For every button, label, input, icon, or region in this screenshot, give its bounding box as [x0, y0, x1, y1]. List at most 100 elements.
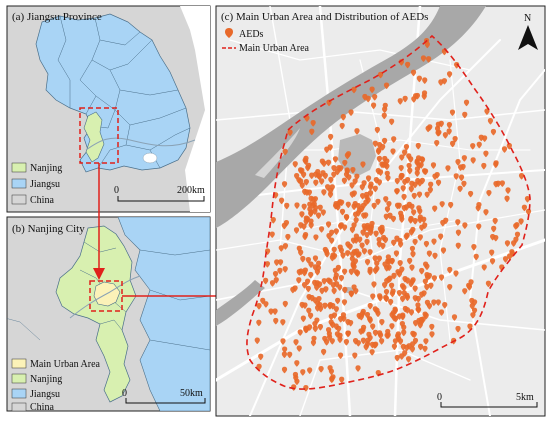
aed-marker-icon	[376, 241, 382, 248]
aed-marker-icon	[398, 213, 405, 221]
aed-marker-icon	[409, 245, 416, 253]
aed-marker-icon	[415, 307, 422, 314]
aed-marker-icon	[408, 156, 414, 163]
aed-marker-icon	[294, 360, 300, 367]
aed-marker-icon	[424, 191, 430, 199]
aed-marker-icon	[409, 264, 415, 272]
aed-marker-icon	[504, 195, 510, 203]
aed-marker-icon	[449, 109, 456, 117]
aed-marker-icon	[426, 250, 432, 258]
aed-marker-icon	[505, 187, 511, 194]
panel-a: (a) Jiangsu Province Nanjing Jiangsu Chi…	[6, 5, 211, 213]
aed-marker-icon	[337, 352, 344, 360]
aed-marker-icon	[293, 227, 300, 234]
aed-marker-icon	[469, 297, 475, 305]
aed-marker-icon	[369, 220, 375, 228]
aed-marker-icon	[353, 217, 359, 224]
aed-marker-icon	[499, 180, 505, 187]
aed-marker-icon	[431, 275, 437, 282]
aed-marker-icon	[416, 75, 422, 83]
aed-marker-icon	[300, 315, 306, 323]
aed-marker-icon	[455, 242, 461, 250]
aed-marker-icon	[293, 339, 299, 346]
aed-marker-icon	[282, 346, 288, 354]
main-urban-highlight-box	[89, 280, 123, 312]
aed-marker-icon	[337, 244, 343, 252]
aed-marker-icon	[282, 300, 288, 308]
aed-marker-icon	[518, 173, 525, 180]
aed-marker-icon	[475, 205, 481, 212]
svg-text:5km: 5km	[516, 392, 534, 403]
aed-marker-icon	[374, 260, 380, 268]
aed-marker-icon	[372, 94, 378, 101]
aed-marker-icon	[416, 205, 422, 212]
aed-marker-icon	[309, 172, 315, 180]
aed-marker-icon	[340, 312, 347, 319]
aed-marker-icon	[432, 252, 438, 260]
aed-marker-icon	[487, 118, 494, 125]
aed-marker-icon	[493, 160, 499, 167]
aed-marker-icon	[447, 284, 453, 291]
aed-marker-icon	[322, 172, 328, 180]
aed-marker-icon	[400, 313, 406, 321]
aed-marker-icon	[337, 284, 343, 291]
aed-markers	[254, 37, 532, 392]
aed-marker-icon	[319, 287, 325, 295]
aed-marker-icon	[309, 128, 315, 136]
aed-marker-icon	[364, 259, 371, 266]
aed-marker-icon	[367, 268, 373, 276]
aed-marker-icon	[418, 162, 424, 169]
aed-marker-icon	[412, 238, 418, 246]
aed-marker-icon	[338, 274, 345, 282]
aed-marker-icon	[470, 312, 476, 319]
legend-jiangsu-b: Jiangsu	[30, 389, 60, 400]
aed-marker-icon	[513, 223, 519, 230]
aed-marker-icon	[371, 281, 377, 289]
aed-marker-icon	[458, 164, 464, 172]
jiangsu-province	[35, 13, 191, 173]
aed-marker-icon	[466, 282, 472, 290]
aed-marker-icon	[294, 378, 300, 386]
aed-marker-icon	[325, 327, 332, 334]
aed-marker-icon	[344, 168, 350, 176]
aed-marker-icon	[446, 128, 452, 136]
aed-marker-icon	[400, 185, 406, 192]
aed-marker-icon	[307, 367, 313, 375]
aed-marker-icon	[281, 366, 288, 374]
aed-marker-icon	[462, 288, 468, 295]
aed-marker-icon	[385, 332, 391, 339]
aed-marker-icon	[287, 129, 293, 137]
aed-marker-icon	[308, 271, 314, 279]
aed-marker-icon	[486, 189, 492, 197]
aed-marker-icon	[379, 319, 385, 326]
aed-marker-icon	[297, 329, 303, 336]
aed-marker-icon	[490, 233, 496, 241]
aed-marker-icon	[395, 269, 401, 276]
aed-marker-icon	[296, 269, 302, 276]
aed-marker-icon	[506, 143, 512, 150]
aed-marker-icon	[408, 185, 414, 193]
north-arrow-icon: N	[518, 13, 538, 50]
aed-marker-icon	[359, 192, 366, 200]
legend-jiangsu: Jiangsu	[30, 179, 60, 190]
aed-marker-icon	[404, 344, 410, 352]
aed-marker-icon	[408, 309, 415, 316]
aed-marker-icon	[425, 56, 432, 63]
connector-arrows	[93, 163, 235, 302]
aed-marker-icon	[274, 259, 280, 266]
aed-marker-icon	[303, 325, 309, 333]
aed-marker-icon	[364, 341, 371, 348]
aed-marker-icon	[478, 134, 484, 142]
panel-b-legend: Main Urban Area Nanjing Jiangsu China	[11, 358, 101, 413]
aed-marker-icon	[483, 150, 489, 158]
aed-marker-icon	[521, 204, 528, 212]
nanjing-area	[83, 111, 105, 163]
aed-marker-icon	[364, 191, 370, 199]
aed-marker-icon	[384, 265, 390, 272]
aed-marker-icon	[346, 174, 352, 181]
aed-marker-icon	[320, 209, 326, 216]
aed-marker-icon	[281, 222, 287, 230]
aed-marker-icon	[299, 211, 305, 218]
aed-marker-icon	[374, 126, 380, 134]
aed-marker-icon	[435, 179, 442, 187]
